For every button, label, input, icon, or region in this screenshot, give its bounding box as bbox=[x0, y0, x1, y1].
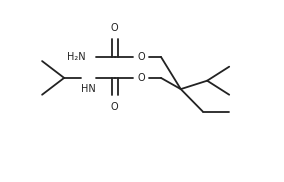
Text: O: O bbox=[111, 102, 118, 112]
Text: H₂N: H₂N bbox=[68, 52, 86, 62]
Text: HN: HN bbox=[81, 84, 96, 94]
Text: O: O bbox=[137, 52, 145, 62]
Text: O: O bbox=[111, 23, 118, 33]
Text: O: O bbox=[137, 73, 145, 83]
